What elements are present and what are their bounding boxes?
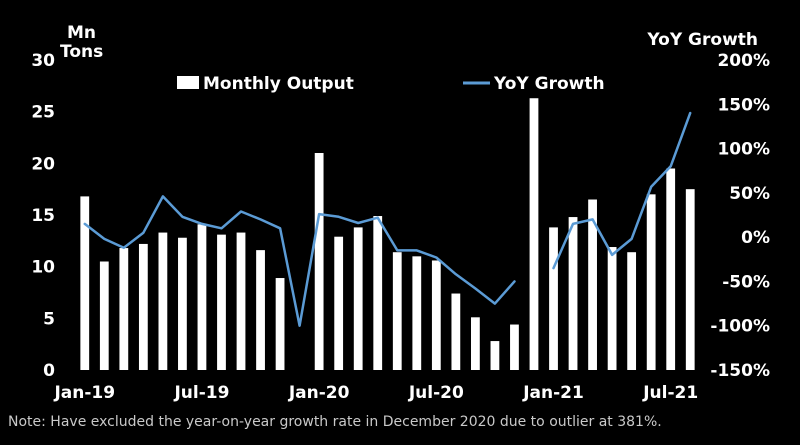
bar-monthly-output — [627, 252, 637, 370]
line-yoy-growth — [83, 195, 516, 327]
bar-monthly-output — [607, 247, 617, 370]
right-tick-label: -50% — [722, 272, 770, 292]
right-tick-label: 100% — [717, 140, 770, 160]
bar-monthly-output — [178, 237, 187, 370]
bar-monthly-output — [80, 196, 90, 370]
left-tick-label: 10 — [31, 258, 55, 278]
bar-monthly-output — [646, 194, 656, 370]
bar-monthly-output — [490, 341, 500, 370]
x-tick-label: Jul-21 — [642, 383, 698, 403]
bar-monthly-output — [666, 168, 676, 370]
bars-group — [80, 98, 695, 370]
right-tick-label: -150% — [710, 361, 770, 381]
left-tick-label: 20 — [31, 154, 55, 174]
bar-monthly-output — [314, 153, 324, 370]
bar-monthly-output — [568, 217, 578, 370]
right-tick-label: -100% — [710, 317, 770, 337]
x-tick-label: Jan-19 — [53, 383, 115, 403]
line-group — [83, 111, 692, 327]
left-axis-label-line2: Tons — [60, 42, 103, 62]
x-tick-label: Jan-21 — [522, 383, 584, 403]
bar-monthly-output — [431, 260, 441, 370]
left-tick-label: 25 — [31, 103, 55, 123]
bar-monthly-output — [529, 98, 539, 370]
bar-monthly-output — [510, 324, 519, 370]
bar-monthly-output — [158, 232, 168, 370]
left-axis-ticks: 0 5 10 15 20 25 30 — [31, 51, 55, 381]
x-axis-ticks: Jan-19 Jul-19 Jan-20 Jul-20 Jan-21 Jul-21 — [53, 383, 698, 403]
x-tick-label: Jul-19 — [173, 383, 229, 403]
legend-label-monthly-output: Monthly Output — [203, 74, 354, 94]
bar-monthly-output — [373, 216, 383, 370]
right-axis-ticks: -150% -100% -50% 0% 50% 100% 150% 200% — [710, 51, 770, 381]
x-tick-label: Jan-20 — [288, 383, 350, 403]
bar-monthly-output — [119, 248, 129, 370]
x-tick-label: Jul-20 — [408, 383, 464, 403]
left-axis-label-line1: Mn — [67, 23, 96, 43]
legend-label-yoy-growth: YoY Growth — [493, 74, 605, 94]
legend: Monthly Output YoY Growth — [177, 74, 605, 94]
bar-monthly-output — [217, 234, 226, 370]
footnote: Note: Have excluded the year-on-year gro… — [8, 414, 662, 430]
bar-monthly-output — [412, 256, 422, 370]
right-tick-label: 200% — [717, 51, 770, 71]
bar-monthly-output — [470, 317, 480, 370]
bar-monthly-output — [549, 227, 558, 370]
legend-bar-swatch — [177, 76, 199, 89]
bar-monthly-output — [334, 236, 344, 370]
bar-monthly-output — [138, 243, 148, 370]
bar-monthly-output — [392, 252, 402, 370]
bar-monthly-output — [275, 278, 285, 370]
bar-monthly-output — [588, 199, 597, 370]
left-tick-label: 0 — [43, 361, 55, 381]
line-yoy-growth — [552, 111, 692, 270]
bar-monthly-output — [451, 293, 461, 370]
bar-monthly-output — [353, 227, 363, 370]
left-tick-label: 15 — [31, 206, 55, 226]
bar-monthly-output — [685, 189, 695, 370]
right-tick-label: 0% — [741, 228, 770, 248]
bar-monthly-output — [99, 261, 109, 370]
left-tick-label: 30 — [31, 51, 55, 71]
bar-monthly-output — [256, 250, 265, 370]
bar-monthly-output — [197, 224, 207, 370]
left-tick-label: 5 — [43, 309, 55, 329]
right-tick-label: 50% — [729, 184, 770, 204]
right-tick-label: 150% — [717, 95, 770, 115]
bar-monthly-output — [236, 232, 246, 370]
right-axis-label: YoY Growth — [646, 30, 758, 50]
